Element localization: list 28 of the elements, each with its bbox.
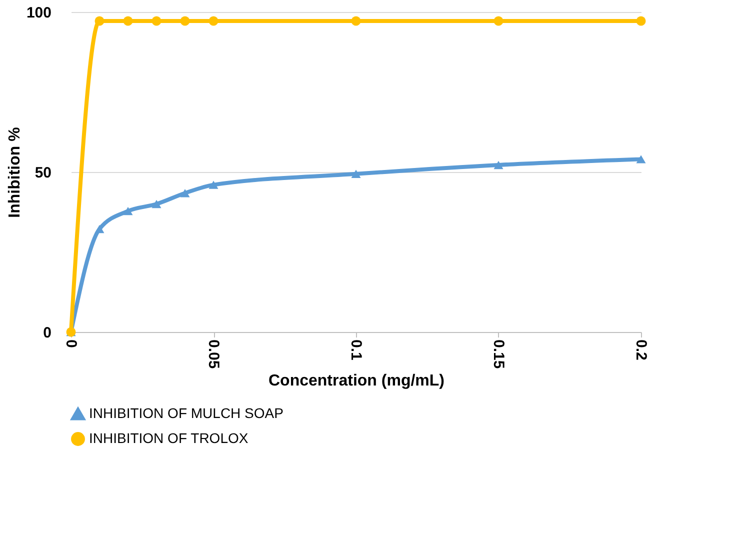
legend-label: INHIBITION OF TROLOX: [89, 430, 249, 446]
y-tick-label: 100: [26, 4, 52, 22]
point: [152, 200, 162, 208]
point: [180, 189, 190, 198]
y-axis-title: Inhibition %: [6, 127, 24, 218]
point: [351, 170, 361, 178]
point: [123, 206, 133, 216]
point: [351, 16, 361, 26]
point: [94, 16, 104, 26]
point: [208, 16, 218, 26]
point: [636, 16, 646, 26]
point: [636, 155, 646, 164]
point: [494, 16, 504, 26]
point: [123, 16, 133, 26]
x-tick-label: 0.2: [632, 340, 650, 360]
point: [208, 180, 218, 189]
point: [494, 160, 504, 170]
x-tick-label: 0.15: [490, 340, 507, 369]
point: [152, 16, 162, 26]
y-tick-label: 0: [43, 324, 52, 342]
y-tick-label: 50: [34, 164, 52, 182]
x-tick-label: 0: [62, 340, 80, 348]
x-tick-label: 0.05: [205, 340, 222, 369]
point: [180, 16, 190, 26]
x-axis-title: Concentration (mg/mL): [268, 372, 444, 390]
point: [94, 224, 104, 234]
x-tick-label: 0.1: [348, 340, 364, 360]
legend-label: INHIBITION OF MULCH SOAP: [89, 405, 284, 421]
